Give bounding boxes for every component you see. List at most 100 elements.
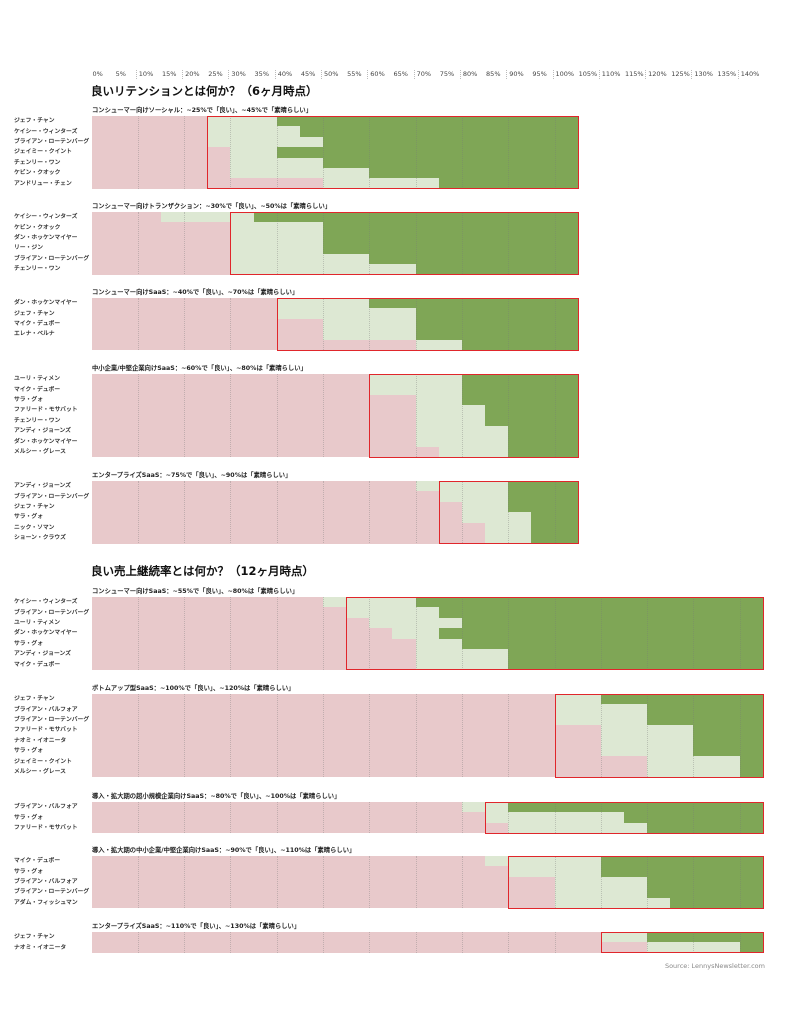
bar-good bbox=[508, 866, 601, 878]
person-label: ブライアン・ローテンバーグ bbox=[14, 889, 90, 896]
bar-great bbox=[647, 704, 763, 716]
highlight-box bbox=[485, 801, 764, 834]
bar-good bbox=[600, 735, 694, 747]
bar-below-good bbox=[91, 746, 601, 757]
person-label: ダン・ホッケンマイヤー bbox=[14, 630, 78, 637]
chart-title: 良いリテンションとは何か？（6ヶ月時点） bbox=[91, 84, 318, 98]
section-subtitle: 導入・拡大期の中小企業/中堅企業向けSaaS：~90%で「良い」、~110%は「… bbox=[92, 847, 356, 854]
person-label: ダン・ホッケンマイヤー bbox=[14, 438, 78, 445]
highlight-box bbox=[276, 297, 579, 351]
axis-tick-label: 80% bbox=[462, 70, 478, 78]
person-label: ブライアン・ローテンバーグ bbox=[14, 609, 90, 616]
gridline bbox=[230, 298, 232, 350]
person-label: ケビン・クオック bbox=[14, 170, 61, 177]
section-subtitle: コンシューマー向けトランザクション：~30%で「良い」、~50%は「素晴らしい」 bbox=[92, 203, 332, 210]
gridline bbox=[508, 597, 510, 670]
bar-good bbox=[369, 384, 462, 396]
gridline bbox=[137, 212, 139, 275]
bar-good bbox=[415, 405, 486, 416]
gridline bbox=[600, 802, 602, 834]
gridline bbox=[461, 856, 463, 908]
gridline bbox=[137, 298, 139, 350]
axis-tick-mark bbox=[367, 70, 369, 79]
bar-below-good bbox=[91, 522, 486, 534]
bar-below-good bbox=[91, 481, 416, 492]
gridline bbox=[508, 298, 510, 350]
bar-below-good bbox=[91, 491, 439, 503]
bar-great bbox=[438, 607, 763, 619]
person-label: ダン・ホッケンマイヤー bbox=[14, 300, 78, 307]
gridline bbox=[323, 932, 324, 953]
person-label: ブライアン・ローテンバーグ bbox=[14, 139, 90, 145]
gridline bbox=[137, 694, 139, 778]
person-label: ジェフ・チャン bbox=[14, 934, 55, 941]
axis-tick-label: 135% bbox=[717, 70, 737, 78]
gridline bbox=[323, 212, 324, 275]
bar-below-good bbox=[91, 628, 393, 639]
bar-great bbox=[508, 436, 578, 448]
gridline bbox=[693, 802, 695, 834]
section-subtitle: コンシューマー向けソーシャル：~25%で「良い」、~45%で「素晴らしい」 bbox=[92, 107, 313, 114]
bar-below-good bbox=[91, 147, 231, 158]
bar-great bbox=[369, 168, 578, 179]
gridline bbox=[137, 932, 139, 953]
bar-good bbox=[415, 339, 462, 351]
gridline bbox=[600, 597, 602, 670]
highlight-box bbox=[438, 480, 579, 544]
section-subtitle: 中小企業/中堅企業向けSaaS：~60%で「良い」、~80%は「素晴らしい」 bbox=[92, 365, 307, 372]
gridline bbox=[276, 694, 278, 778]
person-label: チェンリー・ワン bbox=[14, 266, 61, 273]
person-label: サラ・グォ bbox=[14, 640, 43, 647]
bar-great bbox=[323, 243, 578, 254]
gridline bbox=[461, 116, 463, 189]
axis-tick-mark bbox=[413, 70, 415, 79]
gridline bbox=[554, 374, 556, 458]
section-subtitle: エンタープライズSaaS：~110%で「良い」、~130%は「素晴らしい」 bbox=[92, 923, 301, 930]
bar-below-good bbox=[91, 766, 648, 778]
gridline bbox=[461, 374, 463, 458]
bar-below-good bbox=[91, 617, 370, 629]
axis-tick-label: 40% bbox=[277, 70, 293, 78]
person-label: ブライアン・バルフォア bbox=[14, 879, 78, 885]
axis-tick-label: 10% bbox=[138, 70, 154, 78]
person-label: アンディ・ジョーンズ bbox=[14, 651, 71, 658]
gridline bbox=[415, 481, 417, 544]
bar-below-good bbox=[91, 168, 231, 179]
bar-great bbox=[670, 897, 763, 909]
gridline bbox=[508, 374, 510, 458]
gridline bbox=[276, 481, 278, 544]
person-label: ファリード・モサバット bbox=[14, 825, 78, 831]
gridline bbox=[230, 116, 232, 189]
gridline bbox=[554, 298, 556, 350]
bar-great bbox=[647, 822, 763, 834]
bar-great bbox=[693, 746, 763, 757]
gridline bbox=[554, 597, 556, 670]
gridline bbox=[554, 932, 556, 953]
bar-good bbox=[415, 481, 509, 492]
gridline bbox=[508, 694, 510, 778]
bar-good bbox=[647, 756, 740, 768]
person-label: ブライアン・ローテンバーグ bbox=[14, 255, 90, 262]
axis-tick-label: 30% bbox=[231, 70, 246, 78]
gridline bbox=[600, 856, 602, 908]
person-label: チェンリー・ワン bbox=[14, 159, 61, 166]
bar-below-good bbox=[91, 136, 208, 148]
gridline bbox=[508, 802, 510, 834]
person-label: アンディ・ジョーンズ bbox=[14, 483, 71, 490]
bar-below-good bbox=[91, 243, 231, 254]
gridline bbox=[415, 694, 417, 778]
gridline bbox=[415, 374, 417, 458]
bar-good bbox=[230, 157, 323, 169]
bar-great bbox=[415, 318, 578, 330]
bar-good bbox=[554, 714, 648, 726]
bar-below-good bbox=[91, 856, 486, 867]
bar-good bbox=[461, 501, 509, 513]
bar-good bbox=[230, 168, 370, 179]
gridline bbox=[647, 597, 649, 670]
person-label: ケビン・クオック bbox=[14, 224, 61, 231]
gridline bbox=[230, 374, 232, 458]
bar-great bbox=[461, 339, 578, 351]
bar-good bbox=[485, 856, 601, 867]
bar-below-good bbox=[91, 802, 462, 813]
bar-below-good bbox=[91, 812, 486, 824]
